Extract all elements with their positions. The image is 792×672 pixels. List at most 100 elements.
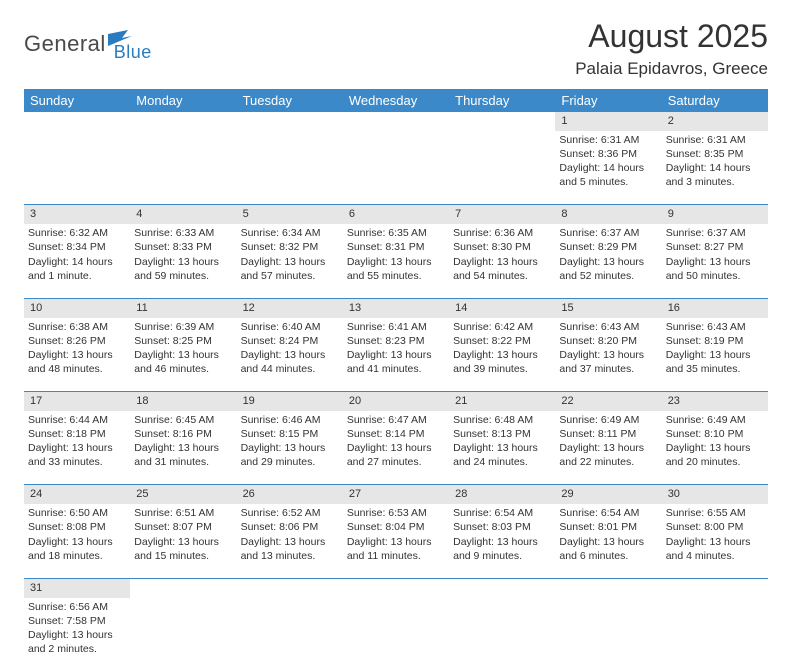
day-number-row: 17181920212223 [24, 392, 768, 411]
day-number-cell: 14 [449, 298, 555, 317]
weekday-header-row: SundayMondayTuesdayWednesdayThursdayFrid… [24, 89, 768, 112]
day-info-row: Sunrise: 6:50 AMSunset: 8:08 PMDaylight:… [24, 504, 768, 578]
day-number-cell: 24 [24, 485, 130, 504]
sunrise-text: Sunrise: 6:50 AM [28, 506, 126, 520]
weekday-header: Saturday [662, 89, 768, 112]
day-number-cell: 31 [24, 578, 130, 597]
day-info-row: Sunrise: 6:32 AMSunset: 8:34 PMDaylight:… [24, 224, 768, 298]
sunset-text: Sunset: 8:25 PM [134, 334, 232, 348]
day-info-cell [662, 598, 768, 672]
sunrise-text: Sunrise: 6:39 AM [134, 320, 232, 334]
sunrise-text: Sunrise: 6:53 AM [347, 506, 445, 520]
sunrise-text: Sunrise: 6:52 AM [241, 506, 339, 520]
daylight-text: Daylight: 13 hours and 2 minutes. [28, 628, 126, 656]
sunrise-text: Sunrise: 6:43 AM [559, 320, 657, 334]
sunrise-text: Sunrise: 6:54 AM [453, 506, 551, 520]
daylight-text: Daylight: 13 hours and 37 minutes. [559, 348, 657, 376]
sunrise-text: Sunrise: 6:35 AM [347, 226, 445, 240]
day-info-cell: Sunrise: 6:48 AMSunset: 8:13 PMDaylight:… [449, 411, 555, 485]
daylight-text: Daylight: 13 hours and 4 minutes. [666, 535, 764, 563]
daylight-text: Daylight: 13 hours and 24 minutes. [453, 441, 551, 469]
daylight-text: Daylight: 13 hours and 15 minutes. [134, 535, 232, 563]
sunrise-text: Sunrise: 6:44 AM [28, 413, 126, 427]
sunset-text: Sunset: 8:04 PM [347, 520, 445, 534]
day-info-cell: Sunrise: 6:41 AMSunset: 8:23 PMDaylight:… [343, 318, 449, 392]
weekday-header: Tuesday [237, 89, 343, 112]
sunrise-text: Sunrise: 6:37 AM [666, 226, 764, 240]
day-number-cell [343, 112, 449, 131]
weekday-header: Wednesday [343, 89, 449, 112]
day-info-cell: Sunrise: 6:37 AMSunset: 8:29 PMDaylight:… [555, 224, 661, 298]
day-info-cell: Sunrise: 6:34 AMSunset: 8:32 PMDaylight:… [237, 224, 343, 298]
sunrise-text: Sunrise: 6:42 AM [453, 320, 551, 334]
sunrise-text: Sunrise: 6:49 AM [559, 413, 657, 427]
sunset-text: Sunset: 8:33 PM [134, 240, 232, 254]
day-number-cell: 11 [130, 298, 236, 317]
sunrise-text: Sunrise: 6:31 AM [559, 133, 657, 147]
daylight-text: Daylight: 13 hours and 27 minutes. [347, 441, 445, 469]
day-info-cell: Sunrise: 6:36 AMSunset: 8:30 PMDaylight:… [449, 224, 555, 298]
sunset-text: Sunset: 8:14 PM [347, 427, 445, 441]
day-info-cell: Sunrise: 6:35 AMSunset: 8:31 PMDaylight:… [343, 224, 449, 298]
sunset-text: Sunset: 8:31 PM [347, 240, 445, 254]
daylight-text: Daylight: 13 hours and 59 minutes. [134, 255, 232, 283]
sunset-text: Sunset: 8:13 PM [453, 427, 551, 441]
day-number-row: 12 [24, 112, 768, 131]
day-info-row: Sunrise: 6:44 AMSunset: 8:18 PMDaylight:… [24, 411, 768, 485]
day-info-cell [24, 131, 130, 205]
day-number-row: 3456789 [24, 205, 768, 224]
sunset-text: Sunset: 8:35 PM [666, 147, 764, 161]
day-number-cell: 12 [237, 298, 343, 317]
day-info-cell: Sunrise: 6:53 AMSunset: 8:04 PMDaylight:… [343, 504, 449, 578]
day-number-cell: 5 [237, 205, 343, 224]
day-info-cell [555, 598, 661, 672]
sunset-text: Sunset: 8:15 PM [241, 427, 339, 441]
day-info-cell: Sunrise: 6:42 AMSunset: 8:22 PMDaylight:… [449, 318, 555, 392]
day-number-cell [130, 112, 236, 131]
sunset-text: Sunset: 8:00 PM [666, 520, 764, 534]
sunrise-text: Sunrise: 6:34 AM [241, 226, 339, 240]
daylight-text: Daylight: 13 hours and 35 minutes. [666, 348, 764, 376]
day-number-cell [237, 112, 343, 131]
sunrise-text: Sunrise: 6:33 AM [134, 226, 232, 240]
day-number-cell: 8 [555, 205, 661, 224]
daylight-text: Daylight: 14 hours and 5 minutes. [559, 161, 657, 189]
day-number-cell: 10 [24, 298, 130, 317]
sunset-text: Sunset: 8:06 PM [241, 520, 339, 534]
day-number-cell [449, 112, 555, 131]
sunrise-text: Sunrise: 6:41 AM [347, 320, 445, 334]
daylight-text: Daylight: 13 hours and 52 minutes. [559, 255, 657, 283]
day-number-cell: 18 [130, 392, 236, 411]
day-number-row: 31 [24, 578, 768, 597]
header: General Blue August 2025 Palaia Epidavro… [24, 18, 768, 79]
daylight-text: Daylight: 13 hours and 11 minutes. [347, 535, 445, 563]
day-number-cell: 23 [662, 392, 768, 411]
day-number-cell: 21 [449, 392, 555, 411]
daylight-text: Daylight: 13 hours and 22 minutes. [559, 441, 657, 469]
title-block: August 2025 Palaia Epidavros, Greece [575, 18, 768, 79]
day-number-cell: 29 [555, 485, 661, 504]
day-info-cell: Sunrise: 6:38 AMSunset: 8:26 PMDaylight:… [24, 318, 130, 392]
daylight-text: Daylight: 13 hours and 39 minutes. [453, 348, 551, 376]
day-info-cell [130, 131, 236, 205]
daylight-text: Daylight: 13 hours and 44 minutes. [241, 348, 339, 376]
sunrise-text: Sunrise: 6:47 AM [347, 413, 445, 427]
logo: General Blue [24, 24, 152, 63]
day-info-cell: Sunrise: 6:37 AMSunset: 8:27 PMDaylight:… [662, 224, 768, 298]
day-info-cell: Sunrise: 6:52 AMSunset: 8:06 PMDaylight:… [237, 504, 343, 578]
sunset-text: Sunset: 8:03 PM [453, 520, 551, 534]
day-info-cell: Sunrise: 6:51 AMSunset: 8:07 PMDaylight:… [130, 504, 236, 578]
daylight-text: Daylight: 13 hours and 46 minutes. [134, 348, 232, 376]
day-info-row: Sunrise: 6:31 AMSunset: 8:36 PMDaylight:… [24, 131, 768, 205]
sunset-text: Sunset: 8:27 PM [666, 240, 764, 254]
sunrise-text: Sunrise: 6:46 AM [241, 413, 339, 427]
day-info-cell: Sunrise: 6:46 AMSunset: 8:15 PMDaylight:… [237, 411, 343, 485]
day-info-cell: Sunrise: 6:45 AMSunset: 8:16 PMDaylight:… [130, 411, 236, 485]
day-number-cell: 2 [662, 112, 768, 131]
sunset-text: Sunset: 8:30 PM [453, 240, 551, 254]
day-info-cell: Sunrise: 6:50 AMSunset: 8:08 PMDaylight:… [24, 504, 130, 578]
daylight-text: Daylight: 13 hours and 20 minutes. [666, 441, 764, 469]
day-info-cell: Sunrise: 6:40 AMSunset: 8:24 PMDaylight:… [237, 318, 343, 392]
day-number-cell [343, 578, 449, 597]
day-info-cell [237, 131, 343, 205]
